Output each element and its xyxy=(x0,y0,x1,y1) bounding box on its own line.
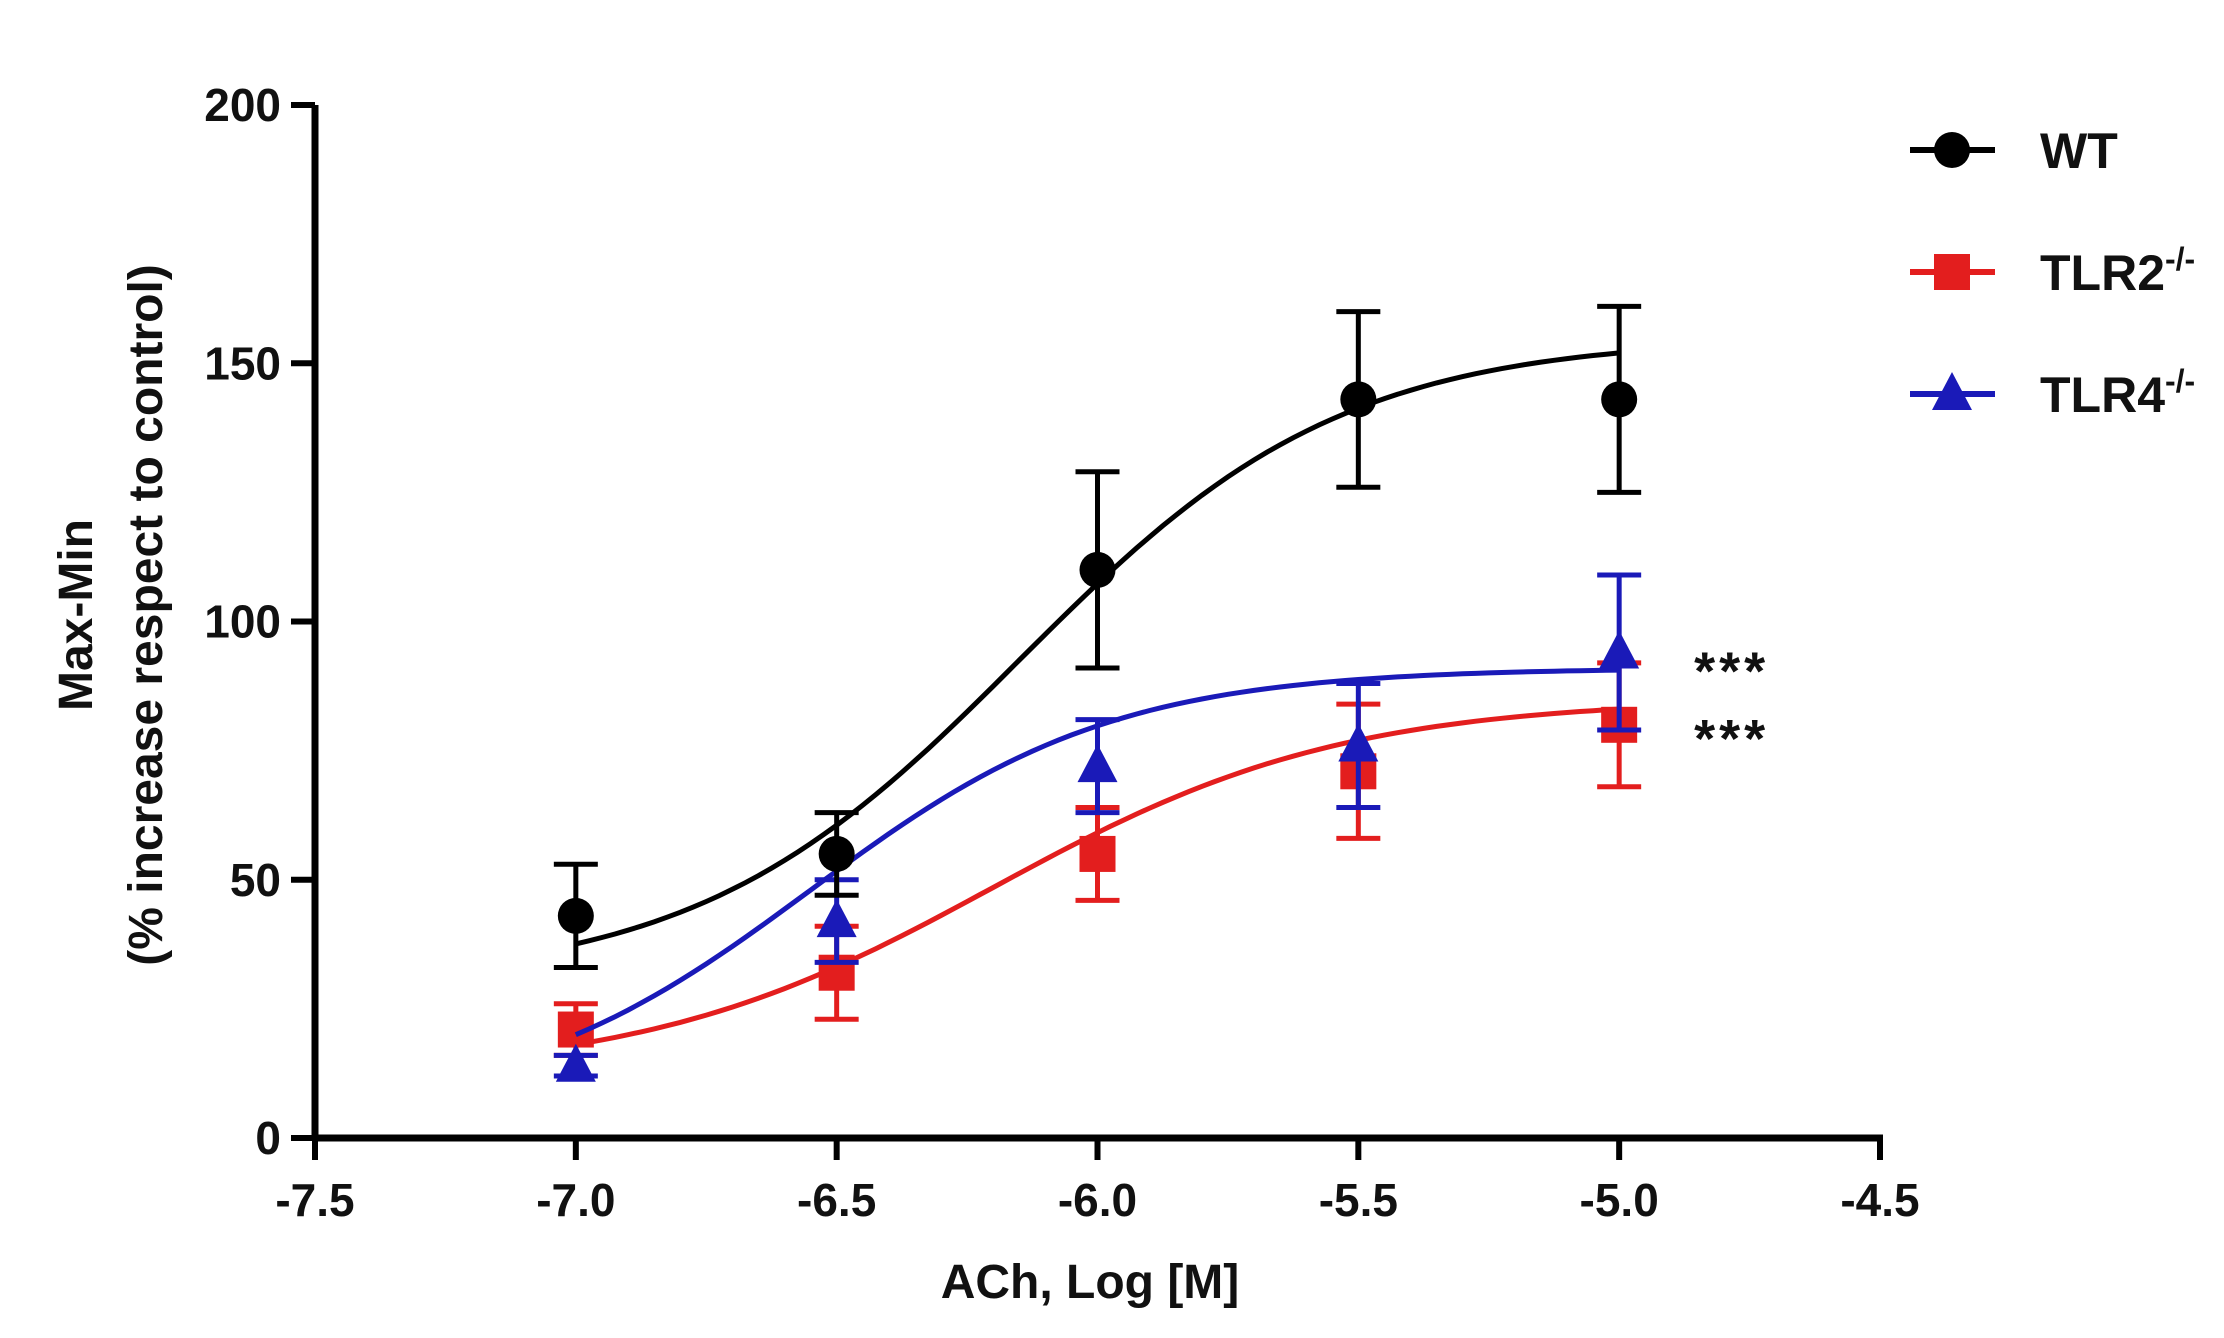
data-point-wt xyxy=(1601,381,1638,418)
x-tick-label: -7.0 xyxy=(536,1174,615,1226)
x-tick-label: -6.0 xyxy=(1058,1174,1137,1226)
x-tick-label: -5.5 xyxy=(1319,1174,1398,1226)
y-tick-label: 200 xyxy=(204,79,281,131)
legend-label: TLR2-/- xyxy=(2040,241,2195,301)
legend-label-superscript: -/- xyxy=(2165,241,2195,277)
significance-tlr4: *** xyxy=(1694,642,1769,702)
significance-tlr2: *** xyxy=(1694,709,1769,769)
x-tick-label: -5.0 xyxy=(1580,1174,1659,1226)
y-tick-label: 0 xyxy=(255,1112,281,1164)
legend-marker xyxy=(1934,132,1970,168)
y-axis-title-line1: Max-Min xyxy=(50,519,103,711)
y-axis-title: Max-Min (% increase respect to control) xyxy=(50,264,173,966)
legend-label: TLR4-/- xyxy=(2040,363,2195,423)
y-tick-label: 50 xyxy=(230,854,281,906)
series-wt xyxy=(553,303,1642,971)
data-point-tlr4 xyxy=(1599,630,1640,669)
data-point-wt xyxy=(1079,551,1116,588)
legend-item-tlr2: TLR2-/- xyxy=(1910,241,2195,301)
data-point-wt xyxy=(557,897,594,934)
x-tick-label: -4.5 xyxy=(1840,1174,1919,1226)
x-tick-label: -6.5 xyxy=(797,1174,876,1226)
x-axis-title: ACh, Log [M] xyxy=(941,1256,1240,1309)
data-point-wt xyxy=(818,835,855,872)
data-point-tlr2 xyxy=(1079,835,1116,872)
y-tick-label: 100 xyxy=(204,596,281,648)
y-axis-title-line2: (% increase respect to control) xyxy=(120,264,173,966)
series-tlr4 xyxy=(553,572,1642,1082)
legend-marker xyxy=(1932,372,1972,410)
legend-label: WT xyxy=(2040,123,2118,179)
x-tick-label: -7.5 xyxy=(275,1174,354,1226)
y-tick-label: 150 xyxy=(204,337,281,389)
data-point-tlr4 xyxy=(555,1043,596,1082)
legend: WT TLR2-/- TLR4-/- xyxy=(1910,123,2195,423)
axes: 0 50 100 150 200 -7.5 -7.0 -6.5 -6.0 -5.5 -5.0 -4.5 xyxy=(204,79,1919,1226)
data-point-wt xyxy=(1340,381,1377,418)
plot-area: *** *** xyxy=(553,303,1769,1082)
legend-item-tlr4: TLR4-/- xyxy=(1910,363,2195,423)
legend-item-wt: WT xyxy=(1910,123,2118,179)
data-point-tlr4 xyxy=(1077,744,1118,783)
legend-marker xyxy=(1934,254,1970,290)
data-point-tlr4 xyxy=(1338,723,1379,762)
data-point-tlr4 xyxy=(816,899,857,938)
legend-label-superscript: -/- xyxy=(2165,363,2195,399)
